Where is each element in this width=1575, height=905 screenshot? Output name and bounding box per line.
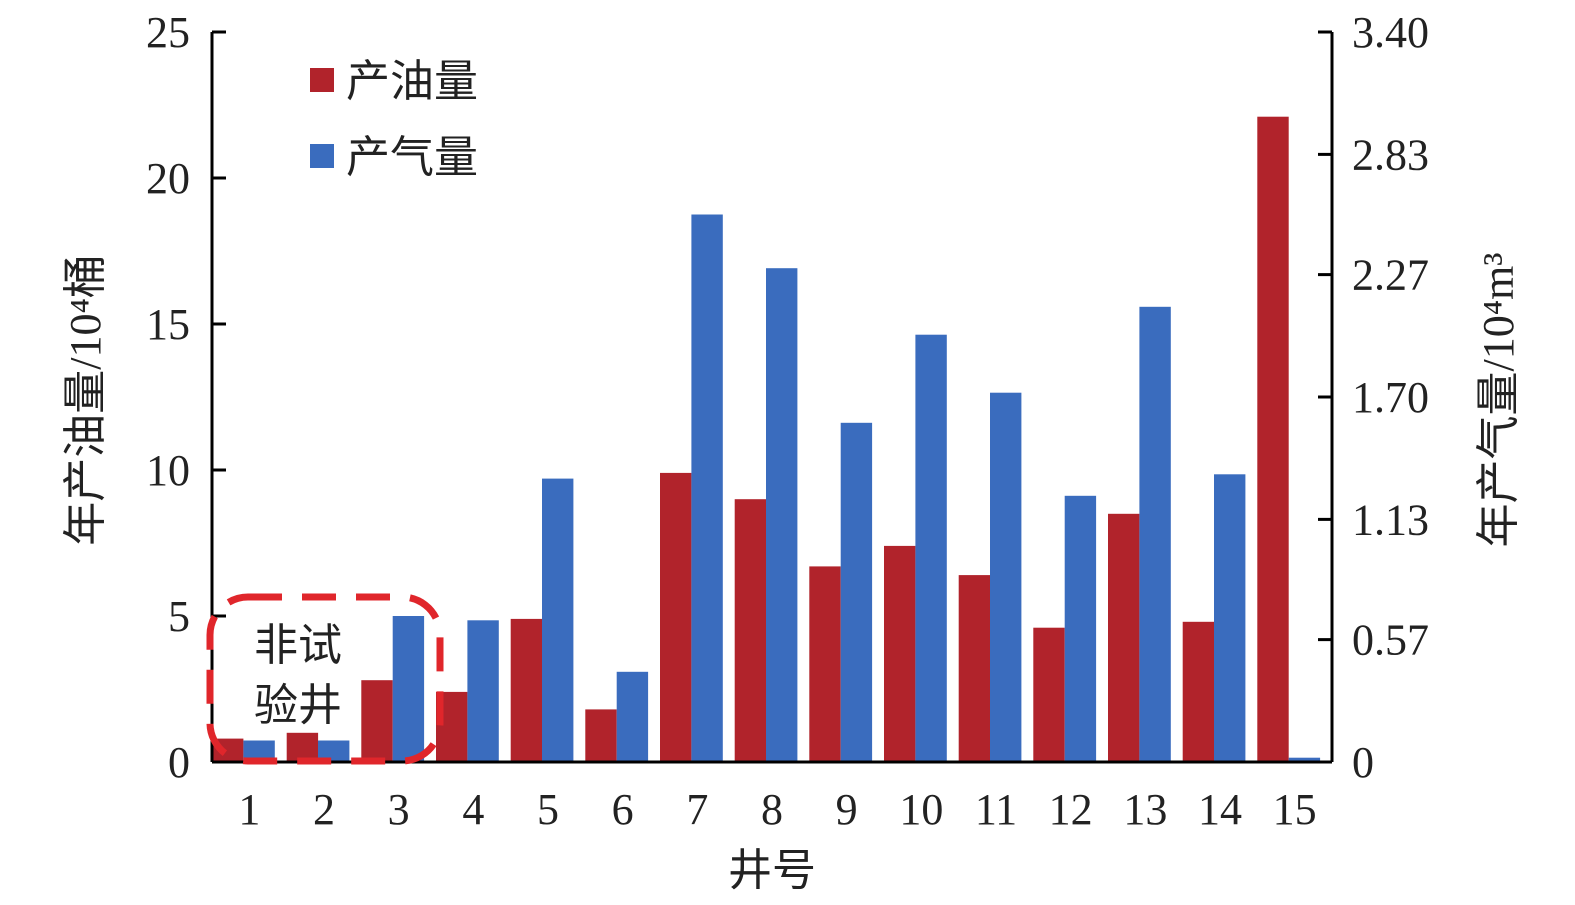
x-tick-label: 8 xyxy=(761,785,783,834)
oil-bar-15 xyxy=(1257,116,1289,762)
oil-bar-14 xyxy=(1182,621,1215,762)
right-y-axis-title: 年产气量/10⁴m³ xyxy=(1474,253,1523,548)
gas-bar-12 xyxy=(1064,495,1097,762)
gas-bar-4 xyxy=(467,620,499,762)
left-y-axis-title: 年产油量/10⁴桶 xyxy=(61,254,110,546)
x-tick-label: 7 xyxy=(686,785,708,834)
oil-bar-7 xyxy=(660,472,692,762)
x-tick-label: 4 xyxy=(462,785,484,834)
left-y-tick-label: 20 xyxy=(146,154,190,203)
right-y-tick-label: 3.40 xyxy=(1352,8,1429,57)
oil-bar-5 xyxy=(510,618,543,762)
left-y-tick-label: 15 xyxy=(146,300,190,349)
gas-bar-3 xyxy=(392,616,425,762)
left-y-tick-label: 5 xyxy=(168,592,190,641)
oil-bar-11 xyxy=(958,575,991,762)
gas-bar-14 xyxy=(1214,474,1246,762)
x-tick-label: 10 xyxy=(899,785,943,834)
oil-bar-3 xyxy=(361,680,393,762)
gas-bar-5 xyxy=(542,478,574,762)
legend-swatch-0 xyxy=(310,68,334,92)
oil-bar-2 xyxy=(286,732,319,762)
oil-bar-6 xyxy=(585,709,617,762)
annotation-text: 验井 xyxy=(254,681,342,730)
annotation-text: 非试 xyxy=(254,621,342,670)
gas-bar-9 xyxy=(840,422,873,762)
x-tick-label: 5 xyxy=(537,785,559,834)
legend-label-1: 产气量 xyxy=(346,133,478,182)
gas-bar-13 xyxy=(1139,306,1171,762)
x-tick-label: 11 xyxy=(975,785,1017,834)
gas-bar-2 xyxy=(318,740,350,762)
right-y-tick-label: 2.27 xyxy=(1352,251,1429,300)
x-tick-label: 15 xyxy=(1273,785,1317,834)
oil-bar-13 xyxy=(1108,513,1140,762)
x-tick-label: 1 xyxy=(238,785,260,834)
oil-bar-9 xyxy=(809,566,841,762)
x-tick-label: 2 xyxy=(313,785,335,834)
gas-bar-6 xyxy=(616,671,649,762)
x-tick-label: 3 xyxy=(388,785,410,834)
x-axis-title: 井号 xyxy=(728,846,816,895)
gas-bar-1 xyxy=(243,740,275,762)
oil-bar-12 xyxy=(1033,627,1065,762)
gas-bar-8 xyxy=(766,268,798,762)
x-tick-label: 9 xyxy=(836,785,858,834)
gas-bar-7 xyxy=(691,214,723,762)
axis-titles-layer: 井号 年产油量/10⁴桶 年产气量/10⁴m³ xyxy=(61,253,1523,895)
left-y-tick-label: 0 xyxy=(168,738,190,787)
oil-bar-8 xyxy=(734,499,767,762)
legend-swatch-1 xyxy=(310,144,334,168)
x-tick-label: 12 xyxy=(1049,785,1093,834)
right-y-tick-label: 0.57 xyxy=(1352,616,1429,665)
oil-bar-10 xyxy=(884,545,916,762)
annotation-box xyxy=(206,593,444,765)
legend-label-0: 产油量 xyxy=(346,57,478,106)
gas-bar-15 xyxy=(1288,757,1321,762)
x-tick-label: 6 xyxy=(612,785,634,834)
bars-layer xyxy=(212,116,1321,762)
x-tick-label: 14 xyxy=(1198,785,1242,834)
right-y-tick-label: 0 xyxy=(1352,738,1374,787)
right-y-tick-label: 1.13 xyxy=(1352,495,1429,544)
left-y-tick-label: 25 xyxy=(146,8,190,57)
left-y-tick-label: 10 xyxy=(146,446,190,495)
right-y-tick-label: 1.70 xyxy=(1352,373,1429,422)
gas-bar-10 xyxy=(915,334,947,762)
x-tick-label: 13 xyxy=(1123,785,1167,834)
gas-bar-11 xyxy=(990,392,1022,762)
right-y-tick-label: 2.83 xyxy=(1352,130,1429,179)
